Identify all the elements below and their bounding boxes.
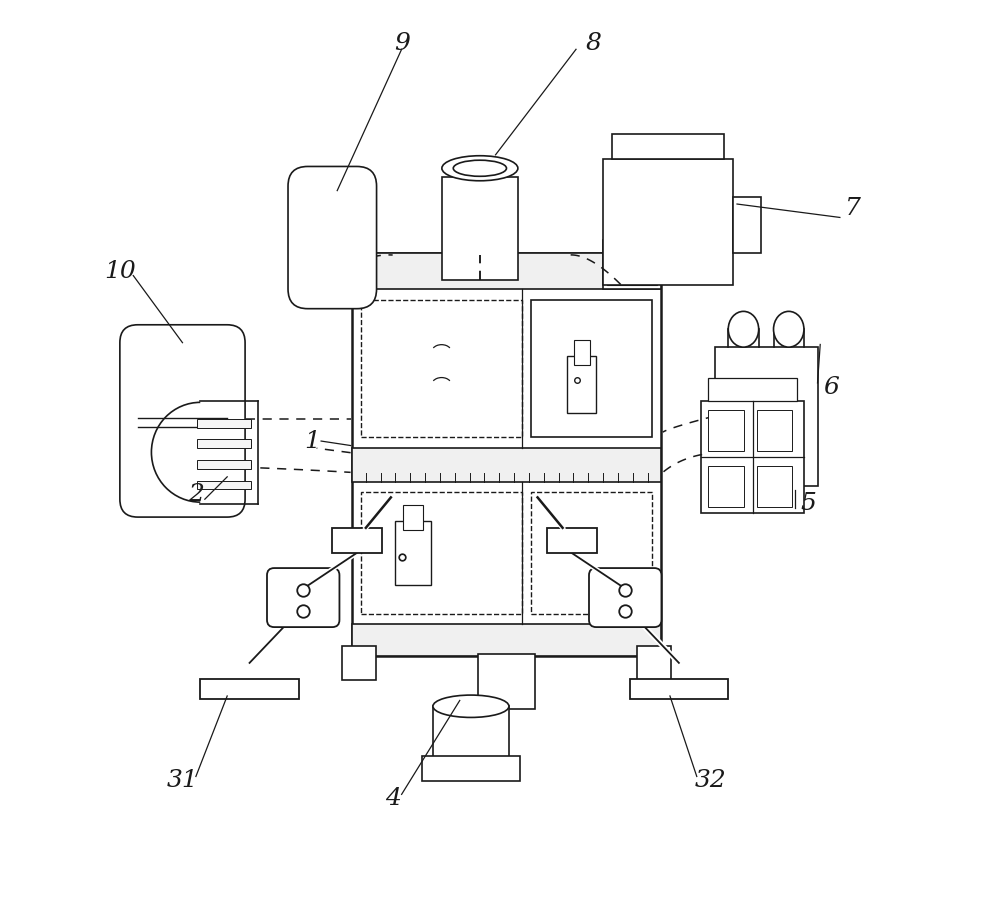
Bar: [361, 492, 522, 614]
Bar: [422, 756, 520, 781]
Bar: [757, 410, 792, 451]
Bar: [342, 645, 376, 680]
Bar: [603, 239, 661, 289]
Ellipse shape: [774, 311, 804, 347]
Bar: [200, 679, 299, 698]
Text: 9: 9: [394, 32, 410, 55]
Text: 4: 4: [385, 788, 401, 810]
Text: 2: 2: [188, 483, 204, 506]
FancyBboxPatch shape: [288, 166, 377, 309]
Bar: [197, 460, 251, 469]
Bar: [342, 230, 376, 264]
Ellipse shape: [442, 156, 518, 181]
FancyBboxPatch shape: [267, 568, 339, 627]
Bar: [352, 625, 661, 656]
Bar: [395, 521, 431, 585]
Bar: [574, 340, 590, 365]
Text: 8: 8: [586, 32, 602, 55]
FancyBboxPatch shape: [589, 568, 661, 627]
Bar: [701, 400, 804, 513]
Bar: [547, 527, 597, 553]
Bar: [352, 253, 661, 656]
Bar: [733, 197, 761, 253]
Bar: [478, 654, 535, 709]
Text: 1: 1: [304, 429, 320, 453]
Bar: [197, 481, 251, 490]
Bar: [630, 679, 728, 698]
Bar: [708, 378, 797, 400]
Bar: [361, 300, 522, 436]
Text: 31: 31: [167, 770, 198, 792]
Ellipse shape: [453, 160, 506, 176]
Ellipse shape: [728, 311, 759, 347]
Bar: [708, 410, 744, 451]
Bar: [352, 253, 661, 289]
Bar: [197, 418, 251, 427]
Bar: [607, 244, 657, 284]
Text: 7: 7: [845, 197, 861, 220]
Text: 5: 5: [801, 492, 817, 515]
Bar: [197, 439, 251, 448]
Bar: [433, 706, 509, 759]
Text: 10: 10: [104, 259, 136, 283]
Bar: [715, 347, 818, 486]
Bar: [708, 465, 744, 508]
Bar: [603, 159, 733, 284]
Bar: [352, 447, 661, 482]
Bar: [612, 134, 724, 159]
Bar: [442, 177, 518, 280]
Bar: [567, 356, 596, 413]
Bar: [403, 505, 423, 530]
Bar: [637, 645, 671, 680]
Bar: [757, 465, 792, 508]
FancyBboxPatch shape: [120, 325, 245, 518]
Bar: [637, 230, 671, 264]
Ellipse shape: [433, 695, 509, 717]
Text: 6: 6: [823, 376, 839, 399]
Bar: [332, 527, 382, 553]
Bar: [531, 300, 652, 436]
Text: 32: 32: [694, 770, 726, 792]
Bar: [531, 492, 652, 614]
